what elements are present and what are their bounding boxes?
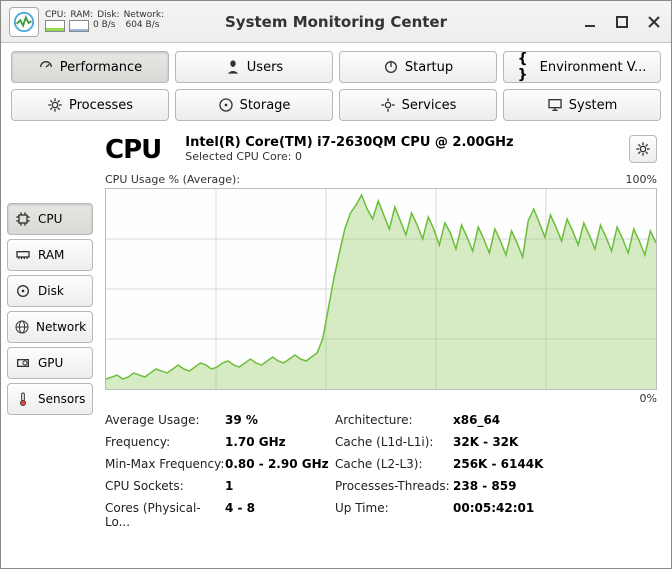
sidebar-label: RAM [38,248,64,262]
sidebar-label: CPU [38,212,62,226]
sidebar-item-network[interactable]: Network [7,311,93,343]
stat-label: Cache (L2-L3): [335,457,453,471]
cpu-panel: CPU Intel(R) Core(TM) i7-2630QM CPU @ 2.… [99,129,671,566]
thermometer-icon [14,390,32,408]
mini-net-label: Network: [124,11,165,21]
sidebar-item-sensors[interactable]: Sensors [7,383,93,415]
mini-ram-bar [69,20,89,32]
cpu-model: Intel(R) Core(TM) i7-2630QM CPU @ 2.00GH… [185,135,629,150]
gear-icon [635,141,651,157]
selected-core: Selected CPU Core: 0 [185,150,629,163]
tab-services[interactable]: Services [339,89,497,121]
panel-settings-button[interactable] [629,135,657,163]
mini-disk-rate: 0 B/s [93,21,115,31]
chart-min: 0% [105,392,657,405]
cpu-stats-grid: Average Usage: 39 % Architecture: x86_64… [105,413,657,529]
mini-net-rate: 604 B/s [125,21,159,31]
braces-icon: { } [518,59,534,75]
stat-label: CPU Sockets: [105,479,225,493]
sidebar-item-ram[interactable]: RAM [7,239,93,271]
performance-icon [38,59,54,75]
sidebar-item-disk[interactable]: Disk [7,275,93,307]
stat-label: Average Usage: [105,413,225,427]
stat-value: 32K - 32K [453,435,657,449]
tab-label: Environment V... [540,60,647,75]
app-icon [9,7,39,37]
chart-max: 100% [626,173,657,186]
tab-startup[interactable]: Startup [339,51,497,83]
tab-environment[interactable]: { } Environment V... [503,51,661,83]
mini-cpu-label: CPU: [45,11,66,21]
mini-cpu-bar [45,20,65,32]
disk-icon [14,282,32,300]
tab-storage[interactable]: Storage [175,89,333,121]
performance-sidebar: CPU RAM Disk Network GPU Sensors [1,129,99,566]
tab-label: Startup [405,60,453,75]
ram-icon [14,246,32,264]
stat-value: 4 - 8 [225,501,335,529]
stat-label: Frequency: [105,435,225,449]
sidebar-label: Network [36,320,86,334]
tab-label: Users [247,60,283,75]
titlebar: CPU: RAM: Disk: Network: 0 B/s 604 B/s S… [1,1,671,43]
minimize-button[interactable] [581,13,599,31]
power-icon [383,59,399,75]
panel-title: CPU [105,135,161,165]
main-tabs: Performance Users Startup { } Environmen… [1,43,671,129]
monitor-icon [547,97,563,113]
chip-icon [14,210,32,228]
sidebar-label: Disk [38,284,64,298]
tab-label: Processes [69,98,133,113]
tab-performance[interactable]: Performance [11,51,169,83]
tab-users[interactable]: Users [175,51,333,83]
close-button[interactable] [645,13,663,31]
maximize-button[interactable] [613,13,631,31]
sidebar-label: Sensors [38,392,85,406]
chart-label: CPU Usage % (Average): [105,173,240,186]
tab-label: Performance [60,60,142,75]
stat-value: x86_64 [453,413,657,427]
stat-value: 1 [225,479,335,493]
gpu-icon [14,354,32,372]
stat-value: 39 % [225,413,335,427]
gear-icon [380,97,396,113]
tab-label: System [569,98,617,113]
tab-processes[interactable]: Processes [11,89,169,121]
stat-label: Up Time: [335,501,453,529]
sidebar-label: GPU [38,356,63,370]
stat-label: Cores (Physical-Lo... [105,501,225,529]
stat-value: 1.70 GHz [225,435,335,449]
gear-icon [47,97,63,113]
header-mini-stats: CPU: RAM: Disk: Network: 0 B/s 604 B/s [45,11,164,33]
stat-label: Processes-Threads: [335,479,453,493]
stat-value: 238 - 859 [453,479,657,493]
users-icon [225,59,241,75]
tab-label: Storage [240,98,291,113]
stat-label: Architecture: [335,413,453,427]
sidebar-item-gpu[interactable]: GPU [7,347,93,379]
tab-system[interactable]: System [503,89,661,121]
tab-label: Services [402,98,457,113]
stat-label: Min-Max Frequency: [105,457,225,471]
cpu-usage-chart [105,188,657,390]
mini-ram-label: RAM: [70,11,93,21]
stat-label: Cache (L1d-L1i): [335,435,453,449]
storage-icon [218,97,234,113]
stat-value: 0.80 - 2.90 GHz [225,457,335,471]
globe-icon [14,318,30,336]
mini-disk-label: Disk: [97,11,119,21]
sidebar-item-cpu[interactable]: CPU [7,203,93,235]
stat-value: 00:05:42:01 [453,501,657,529]
stat-value: 256K - 6144K [453,457,657,471]
